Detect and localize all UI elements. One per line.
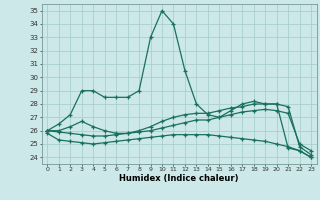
X-axis label: Humidex (Indice chaleur): Humidex (Indice chaleur) [119, 174, 239, 183]
